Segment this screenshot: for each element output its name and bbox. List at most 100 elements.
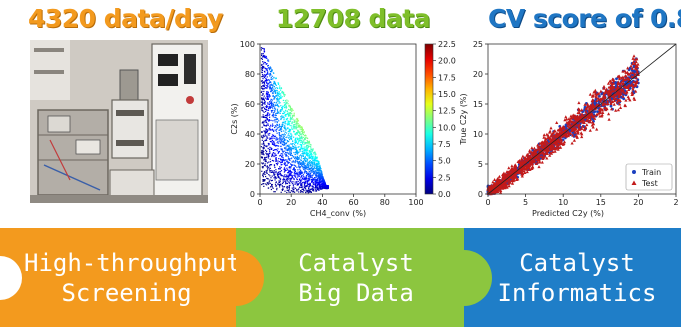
scatter-point <box>266 93 268 96</box>
scatter-point <box>277 148 279 150</box>
scatter-point <box>262 85 264 87</box>
scatter-point <box>283 171 285 173</box>
train-point <box>609 104 613 108</box>
test-point <box>621 69 625 73</box>
puzzle-knob-green <box>464 250 492 306</box>
scatter-point <box>273 155 275 158</box>
test-point <box>615 92 619 95</box>
scatter-point <box>271 175 273 177</box>
scatter-point <box>284 176 286 178</box>
scatter-point <box>278 125 280 127</box>
scatter-point <box>267 183 270 185</box>
scatter-point <box>297 138 299 140</box>
scatter-point <box>273 91 275 93</box>
scatter-point <box>282 153 284 155</box>
test-point <box>574 134 578 138</box>
test-point <box>507 180 511 184</box>
scatter-point <box>279 155 281 157</box>
scatter-point <box>301 141 303 144</box>
scatter-point <box>278 173 280 176</box>
scatter-point <box>296 179 298 181</box>
scatter-point <box>287 172 289 174</box>
test-point <box>566 130 570 134</box>
scatter-point <box>289 177 291 179</box>
scatter-point <box>306 152 308 154</box>
scatter-point <box>311 161 314 163</box>
test-point <box>630 82 634 86</box>
scatter-point <box>290 134 292 136</box>
scatter-point <box>260 67 263 69</box>
scatter-point <box>286 191 288 194</box>
scatter-point <box>302 188 304 190</box>
scatter-point <box>264 135 266 137</box>
scatter-point <box>310 167 312 169</box>
scatter-point <box>278 173 280 175</box>
scatter-point <box>273 101 275 104</box>
scatter-point <box>325 184 327 186</box>
scatter-point <box>280 164 282 166</box>
scatter-point <box>296 189 298 191</box>
scatter-point <box>281 161 283 163</box>
scatter-point <box>271 111 273 113</box>
scatter-point <box>280 148 282 150</box>
scatter-point <box>318 174 320 176</box>
scatter-point <box>292 181 294 183</box>
scatter-point <box>271 125 273 127</box>
scatter-point <box>323 186 325 188</box>
scatter-point <box>300 144 302 146</box>
scatter-point <box>292 118 294 120</box>
scatter-point <box>289 153 291 155</box>
scatter-point <box>313 173 315 175</box>
test-point <box>580 112 584 116</box>
scatter-point <box>282 112 284 115</box>
scatter-point <box>287 115 290 117</box>
scatter-point <box>301 175 303 177</box>
test-point <box>503 173 507 177</box>
scatter-point <box>305 165 307 167</box>
scatter-point <box>306 179 308 181</box>
test-point <box>523 171 527 174</box>
scatter-point <box>311 158 313 160</box>
scatter-point <box>269 103 271 106</box>
test-point <box>511 173 515 177</box>
scatter-point <box>290 163 292 165</box>
scatter-point <box>301 146 303 148</box>
test-point <box>592 122 596 126</box>
scatter-point <box>275 163 277 165</box>
scatter-point <box>274 154 276 156</box>
scatter-point <box>260 64 263 66</box>
test-point <box>621 79 625 83</box>
scatter-point <box>281 155 283 157</box>
scatter-point <box>262 93 264 95</box>
scatter-point <box>299 180 301 182</box>
scatter-point <box>303 189 305 191</box>
scatter-point <box>314 181 316 183</box>
scatter-point <box>287 161 289 163</box>
scatter-point <box>315 171 317 173</box>
scatter-point <box>267 129 269 131</box>
scatter-point <box>273 140 275 142</box>
scatter-point <box>280 138 282 140</box>
scatter-point <box>320 177 322 179</box>
scatter-point <box>318 170 320 172</box>
scatter-point <box>300 184 302 186</box>
scatter-point <box>303 166 305 168</box>
scatter-point <box>279 102 281 104</box>
scatter-point <box>309 164 311 167</box>
scatter-point <box>316 181 319 183</box>
scatter-point <box>294 169 296 171</box>
scatter-point <box>293 136 295 138</box>
scatter-point <box>266 177 268 179</box>
scatter-point <box>302 172 304 174</box>
scatter-point <box>297 118 299 120</box>
test-point <box>545 156 549 160</box>
scatter-point <box>290 148 292 150</box>
scatter-point <box>277 184 279 186</box>
scatter-point <box>320 175 323 178</box>
scatter-point <box>264 159 266 161</box>
test-point <box>618 99 622 102</box>
scatter-point <box>276 142 278 144</box>
scatter-point <box>262 121 264 123</box>
test-point <box>536 157 540 161</box>
scatter-point <box>297 146 299 148</box>
